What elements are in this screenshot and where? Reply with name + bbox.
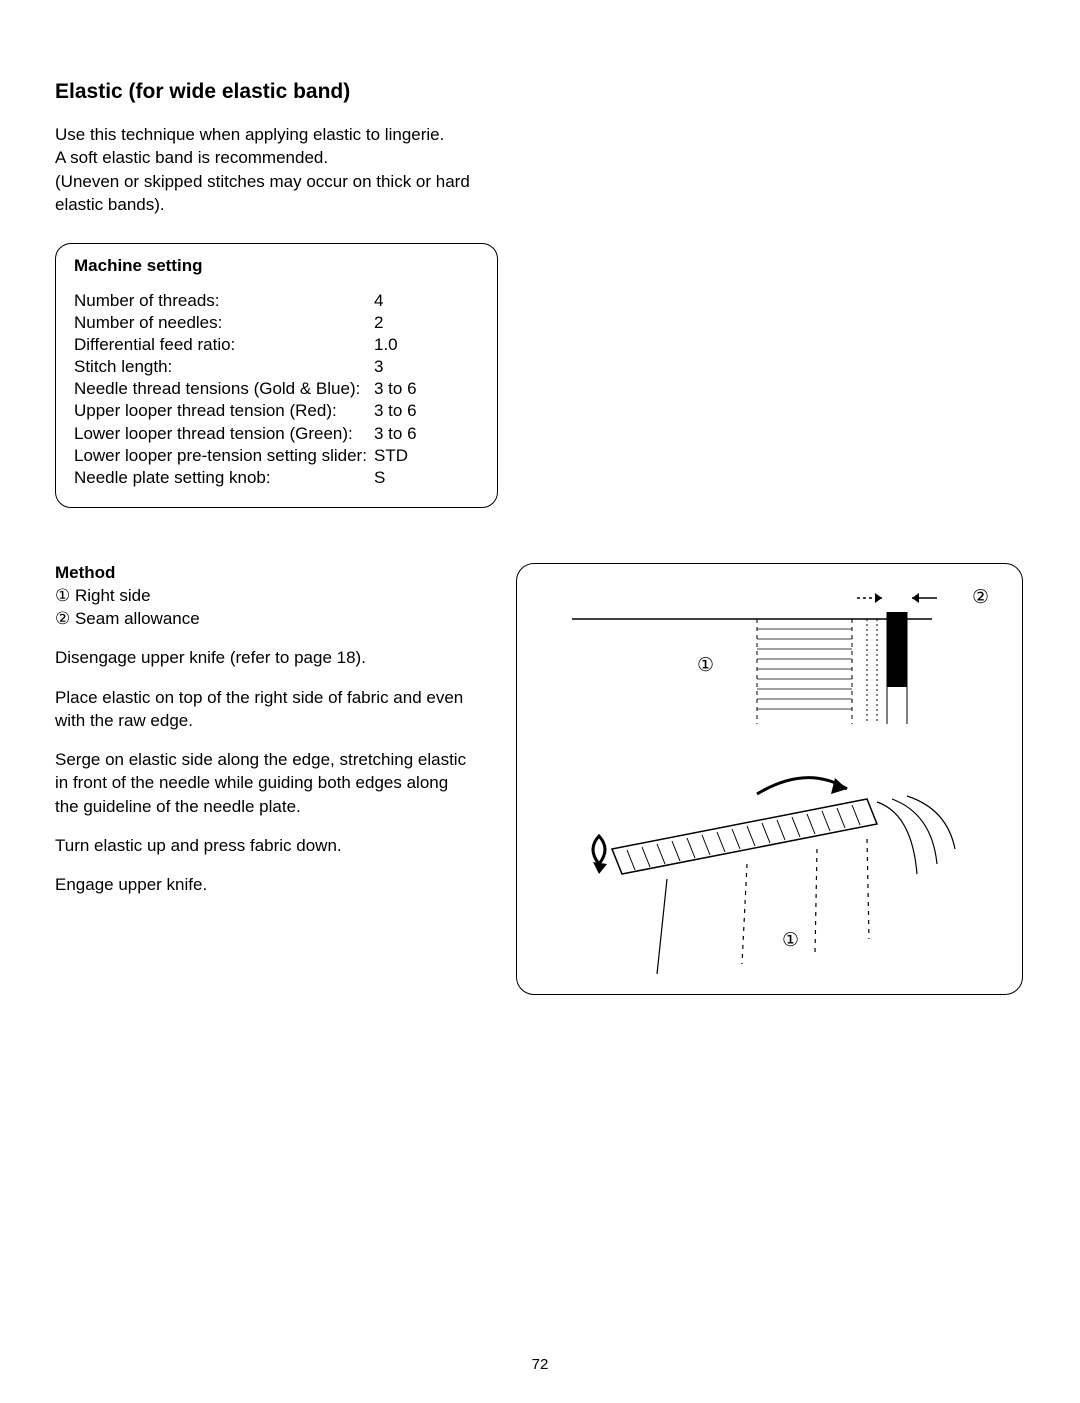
settings-value: STD [374, 445, 479, 467]
settings-label: Lower looper pre-tension setting slider: [74, 445, 374, 467]
settings-value: 3 [374, 356, 479, 378]
settings-label: Upper looper thread tension (Red): [74, 400, 374, 422]
step-line: Disengage upper knife (refer to page 18)… [55, 647, 500, 668]
settings-value: 3 to 6 [374, 400, 479, 422]
intro-line: Use this technique when applying elastic… [55, 124, 1025, 145]
intro-line: A soft elastic band is recommended. [55, 147, 1025, 168]
settings-value: 3 to 6 [374, 378, 479, 400]
step-line: the guideline of the needle plate. [55, 796, 500, 817]
page-title: Elastic (for wide elastic band) [55, 80, 1025, 104]
settings-row: Lower looper pre-tension setting slider:… [74, 445, 479, 467]
settings-heading: Machine setting [74, 256, 479, 276]
sewing-diagram-icon [517, 564, 1022, 994]
legend-item: ② Seam allowance [55, 608, 500, 629]
settings-row: Needle plate setting knob: S [74, 467, 479, 489]
lower-section: Method ① Right side ② Seam allowance Dis… [55, 563, 1025, 995]
settings-value: 2 [374, 312, 479, 334]
machine-settings-box: Machine setting Number of threads: 4 Num… [55, 243, 498, 508]
settings-label: Stitch length: [74, 356, 374, 378]
settings-value: 3 to 6 [374, 423, 479, 445]
settings-table: Number of threads: 4 Number of needles: … [74, 290, 479, 489]
page-number: 72 [0, 1356, 1080, 1373]
settings-row: Needle thread tensions (Gold & Blue): 3 … [74, 378, 479, 400]
settings-label: Lower looper thread tension (Green): [74, 423, 374, 445]
method-column: Method ① Right side ② Seam allowance Dis… [55, 563, 500, 995]
callout-label: ② [972, 586, 989, 609]
settings-label: Number of needles: [74, 312, 374, 334]
step-line: with the raw edge. [55, 710, 500, 731]
step-line: Turn elastic up and press fabric down. [55, 835, 500, 856]
settings-row: Number of needles: 2 [74, 312, 479, 334]
settings-label: Number of threads: [74, 290, 374, 312]
page: Elastic (for wide elastic band) Use this… [0, 0, 1080, 1403]
method-heading: Method [55, 563, 500, 583]
settings-row: Lower looper thread tension (Green): 3 t… [74, 423, 479, 445]
callout-label: ① [782, 929, 799, 952]
callout-label: ① [697, 654, 714, 677]
settings-value: 1.0 [374, 334, 479, 356]
step-line: Serge on elastic side along the edge, st… [55, 749, 500, 770]
settings-label: Needle thread tensions (Gold & Blue): [74, 378, 374, 400]
steps: Disengage upper knife (refer to page 18)… [55, 647, 500, 895]
step-line: Place elastic on top of the right side o… [55, 687, 500, 708]
step-line: in front of the needle while guiding bot… [55, 772, 500, 793]
legend-item: ① Right side [55, 585, 500, 606]
step-line: Engage upper knife. [55, 874, 500, 895]
intro-line: elastic bands). [55, 194, 1025, 215]
settings-row: Stitch length: 3 [74, 356, 479, 378]
settings-value: 4 [374, 290, 479, 312]
diagram-box: ① ② ① [516, 563, 1023, 995]
settings-label: Differential feed ratio: [74, 334, 374, 356]
settings-row: Upper looper thread tension (Red): 3 to … [74, 400, 479, 422]
legend: ① Right side ② Seam allowance [55, 585, 500, 630]
diagram-column: ① ② ① [516, 563, 1025, 995]
settings-label: Needle plate setting knob: [74, 467, 374, 489]
intro-block: Use this technique when applying elastic… [55, 124, 1025, 215]
intro-line: (Uneven or skipped stitches may occur on… [55, 171, 1025, 192]
settings-value: S [374, 467, 479, 489]
settings-row: Differential feed ratio: 1.0 [74, 334, 479, 356]
settings-row: Number of threads: 4 [74, 290, 479, 312]
